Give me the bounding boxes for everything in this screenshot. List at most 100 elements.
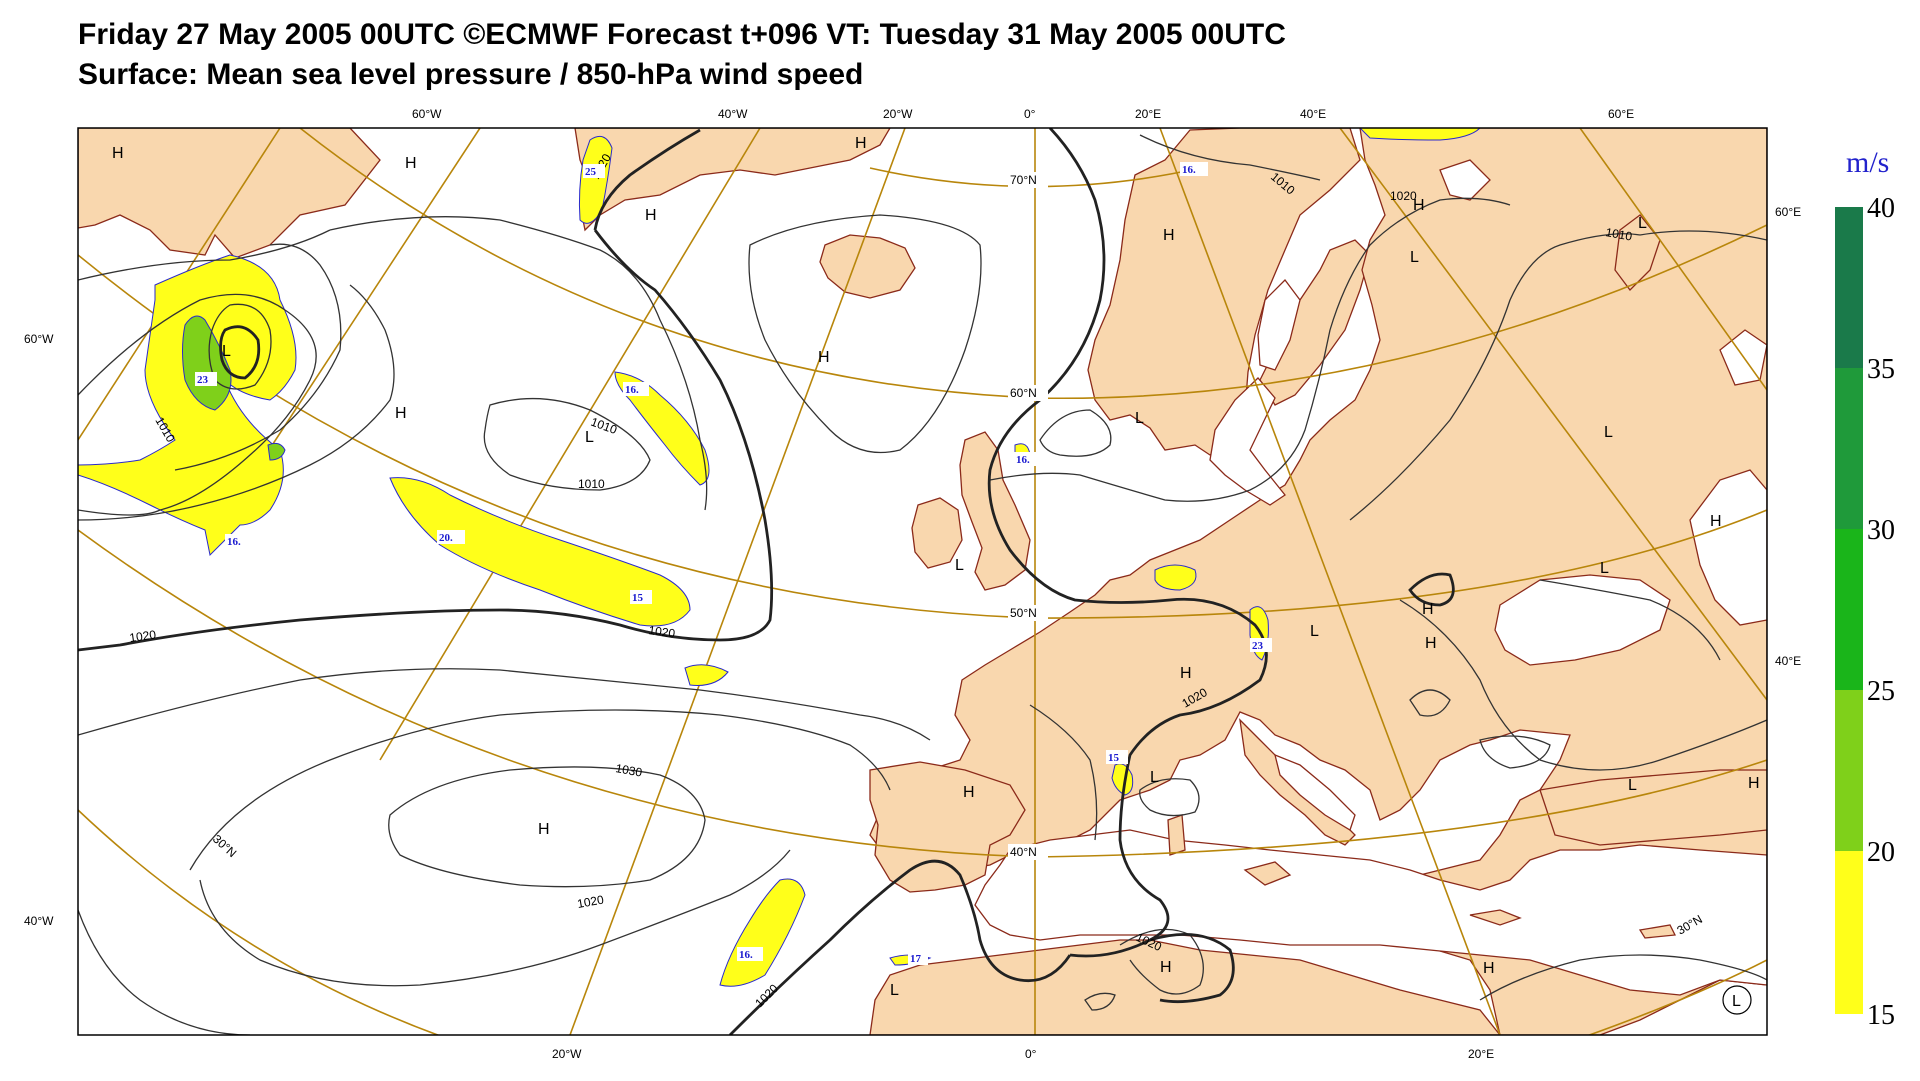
longitude-label: 0° bbox=[1024, 107, 1036, 121]
pressure-center-label: H bbox=[112, 145, 124, 162]
isobar-russia-1010 bbox=[1349, 233, 1641, 521]
isobar-atlantic-1020-upper bbox=[78, 229, 331, 281]
wind-speed-label: 20. bbox=[439, 532, 453, 544]
parallel-50n bbox=[78, 254, 1767, 619]
isobar-thick-labrador-low bbox=[219, 325, 261, 380]
longitude-label: 20°W bbox=[552, 1047, 582, 1061]
longitude-label: 60°E bbox=[1608, 107, 1634, 121]
latitude-label: 50°N bbox=[1010, 606, 1037, 620]
wind-area-central bbox=[389, 477, 691, 627]
wind-area-labrador-green2 bbox=[267, 442, 286, 461]
land-iceland bbox=[819, 234, 916, 299]
land-masses bbox=[78, 128, 1767, 1035]
isobar-labrador-1 bbox=[78, 293, 317, 516]
pressure-center-label: L bbox=[1600, 560, 1609, 577]
wind-speed-label: 16. bbox=[625, 384, 639, 396]
isobar-labrador-2 bbox=[208, 303, 272, 390]
island-sardinia bbox=[1167, 814, 1186, 856]
longitude-label: 40°W bbox=[24, 914, 54, 928]
isobar-africa-small bbox=[1084, 992, 1116, 1011]
pressure-center-label: L bbox=[585, 429, 594, 446]
latitude-label: 40°N bbox=[1010, 845, 1037, 859]
pressure-center-label: H bbox=[1748, 775, 1760, 792]
legend-tick-label: 30 bbox=[1867, 515, 1895, 546]
legend-swatch bbox=[1835, 368, 1863, 529]
isobar-ukraine bbox=[1539, 579, 1721, 661]
isobar-europe-1010 bbox=[989, 197, 1511, 502]
pressure-center-label: H bbox=[645, 207, 657, 224]
longitude-label: 0° bbox=[1025, 1047, 1037, 1061]
isobar-greece-h bbox=[1479, 735, 1551, 769]
wind-speed-label: 23 bbox=[197, 374, 209, 386]
pressure-center-label: L bbox=[1135, 410, 1144, 427]
pressure-center-label: L bbox=[1150, 769, 1159, 786]
land-iberia bbox=[869, 761, 1026, 893]
mediterranean bbox=[974, 829, 1767, 996]
longitude-label: 20°E bbox=[1468, 1047, 1494, 1061]
isobar-label: 1030 bbox=[614, 761, 643, 779]
isobar-label: 1020 bbox=[648, 623, 677, 641]
meridian-60e bbox=[1579, 128, 1767, 391]
adriatic-sea bbox=[1274, 753, 1356, 831]
island-cyprus bbox=[1638, 924, 1677, 939]
longitude-label: 40°W bbox=[718, 107, 748, 121]
legend-tick-label: 20 bbox=[1867, 837, 1895, 868]
legend-tick-label: 15 bbox=[1867, 1000, 1895, 1031]
pressure-center-label: L bbox=[1310, 623, 1319, 640]
isobar-1020-lower bbox=[78, 668, 931, 741]
isobar-mid-low bbox=[483, 397, 651, 491]
isobar-ne-africa bbox=[1479, 954, 1767, 1001]
black-sea bbox=[1494, 574, 1671, 666]
isobar-label: 1010 bbox=[1604, 225, 1633, 243]
isobar-scand-1010 bbox=[1139, 134, 1321, 181]
parallel-30n-west bbox=[78, 809, 441, 1035]
isobars-thick bbox=[78, 128, 1455, 1035]
isobar-thick-europe bbox=[987, 128, 1268, 958]
isobars-thin bbox=[78, 134, 1767, 1035]
pressure-center-label: L bbox=[1604, 424, 1613, 441]
pressure-centers: H H L H L H H H H L L H L L H H L H L H … bbox=[112, 135, 1760, 1015]
longitude-label: 60°W bbox=[412, 107, 442, 121]
isobar-label: 1020 bbox=[576, 892, 605, 910]
wind-labels: 25 16. 23 16. 16. 20. 15 16. 23 15 16. 1… bbox=[195, 162, 1272, 965]
pressure-center-label: L bbox=[1732, 993, 1741, 1010]
pressure-center-label: H bbox=[818, 349, 830, 366]
legend-swatch bbox=[1835, 690, 1863, 851]
wind-area-poland bbox=[1154, 564, 1197, 591]
wind-speed-label: 15 bbox=[1108, 752, 1120, 764]
isobar-label: 1010 bbox=[578, 477, 605, 491]
pressure-center-label: H bbox=[405, 155, 417, 172]
isobar-1020-south2 bbox=[199, 849, 791, 987]
longitude-label: 60°W bbox=[24, 332, 54, 346]
wind-area-arctic-e bbox=[1359, 128, 1481, 141]
longitude-label: 20°E bbox=[1135, 107, 1161, 121]
wind-area-labrador bbox=[78, 254, 297, 557]
wind-speed-label: 16. bbox=[1182, 164, 1196, 176]
pressure-center-label: L bbox=[955, 557, 964, 574]
wind-area-midatlantic bbox=[614, 371, 710, 486]
wind-speed-areas bbox=[78, 128, 1481, 987]
latitude-label: 70°N bbox=[1010, 173, 1037, 187]
pressure-center-label: H bbox=[1710, 513, 1722, 530]
isobar-thick-greenland bbox=[78, 229, 774, 652]
isobar-thick-iberia bbox=[729, 859, 1072, 1035]
wind-speed-label: 15 bbox=[632, 592, 644, 604]
pressure-center-label: L bbox=[1628, 777, 1637, 794]
isobar-italy-l bbox=[1139, 778, 1200, 817]
wind-speed-label: 25 bbox=[585, 166, 597, 178]
longitude-label: 20°W bbox=[883, 107, 913, 121]
meridian-20e bbox=[1159, 128, 1501, 1035]
wind-speed-label: 23 bbox=[1252, 640, 1264, 652]
wind-area-small1 bbox=[684, 664, 729, 686]
isobar-france-east bbox=[1029, 704, 1098, 841]
pressure-center-label: H bbox=[1425, 635, 1437, 652]
isobar-russia-1030 bbox=[1409, 689, 1451, 717]
longitude-label: 60°E bbox=[1775, 205, 1801, 219]
land-anatolia bbox=[1539, 769, 1767, 846]
isobar-1020-southsea bbox=[78, 909, 251, 1035]
isobar-1020-south bbox=[189, 709, 891, 871]
longitude-label: 40°E bbox=[1775, 654, 1801, 668]
wind-speed-label: 16. bbox=[227, 536, 241, 548]
pressure-center-label: H bbox=[963, 784, 975, 801]
isobar-thick-africa bbox=[1149, 933, 1235, 1004]
